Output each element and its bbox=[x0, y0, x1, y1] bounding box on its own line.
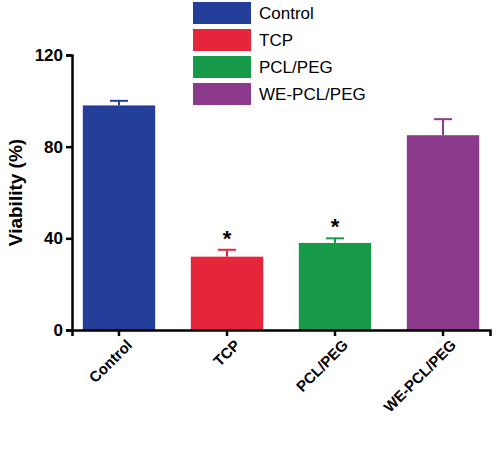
error-bar bbox=[218, 250, 236, 257]
legend-label: PCL/PEG bbox=[259, 58, 333, 77]
bar bbox=[191, 257, 263, 330]
y-tick-label: 120 bbox=[35, 46, 63, 65]
x-tick-label: PCL/PEG bbox=[293, 336, 352, 395]
error-cap bbox=[434, 118, 452, 120]
y-axis: 0 40 80 120 bbox=[35, 46, 73, 340]
legend-label: WE-PCL/PEG bbox=[259, 85, 366, 104]
bar bbox=[83, 105, 155, 330]
legend-label: TCP bbox=[259, 31, 293, 50]
significance-mark: * bbox=[331, 214, 340, 239]
error-stem bbox=[442, 119, 444, 135]
legend-item: Control bbox=[193, 2, 314, 24]
x-axis: Control TCP PCL/PEG WE-PCL/PEG bbox=[73, 330, 491, 415]
legend-swatch bbox=[193, 2, 251, 24]
x-tick-label: WE-PCL/PEG bbox=[380, 336, 459, 415]
y-tick-label: 80 bbox=[44, 138, 63, 157]
y-tick: 120 bbox=[35, 46, 72, 65]
y-tick: 0 bbox=[54, 321, 72, 340]
x-tick-mark bbox=[118, 330, 121, 336]
x-tick-mark bbox=[226, 330, 229, 336]
legend-item: PCL/PEG bbox=[193, 56, 333, 78]
x-tick: WE-PCL/PEG bbox=[380, 330, 459, 415]
x-tick: PCL/PEG bbox=[293, 330, 352, 395]
y-tick-mark bbox=[66, 238, 72, 241]
y-axis-title: Viability (%) bbox=[5, 139, 26, 246]
significance-mark: * bbox=[223, 226, 232, 251]
y-axis-line bbox=[66, 56, 73, 331]
y-tick: 40 bbox=[44, 229, 72, 248]
y-tick-label: 40 bbox=[44, 229, 63, 248]
x-tick: Control bbox=[85, 330, 135, 386]
bar bbox=[407, 135, 479, 330]
bars bbox=[83, 101, 479, 330]
y-tick: 80 bbox=[44, 138, 72, 157]
error-bar bbox=[110, 101, 128, 106]
x-tick-mark bbox=[334, 330, 337, 336]
legend-item: WE-PCL/PEG bbox=[193, 83, 366, 105]
annotations: ** bbox=[223, 214, 340, 250]
y-tick-mark bbox=[66, 329, 72, 332]
x-axis-line bbox=[73, 331, 491, 337]
legend-item: TCP bbox=[193, 29, 293, 51]
legend: Control TCP PCL/PEG WE-PCL/PEG bbox=[193, 2, 366, 105]
chart: **04080120ControlTCPPCL/PEGWE-PCL/PEGVia… bbox=[0, 0, 500, 452]
y-tick-mark bbox=[66, 146, 72, 149]
legend-swatch bbox=[193, 83, 251, 105]
error-bar bbox=[434, 119, 452, 135]
legend-swatch bbox=[193, 29, 251, 51]
bar bbox=[299, 243, 371, 330]
y-tick-mark bbox=[66, 54, 72, 57]
legend-label: Control bbox=[259, 4, 314, 23]
x-tick-mark bbox=[442, 330, 445, 336]
x-tick: TCP bbox=[210, 330, 243, 369]
x-tick-label: Control bbox=[85, 336, 135, 386]
error-cap bbox=[110, 100, 128, 102]
error-stem bbox=[226, 250, 228, 257]
y-tick-label: 0 bbox=[54, 321, 63, 340]
legend-swatch bbox=[193, 56, 251, 78]
x-tick-label: TCP bbox=[210, 336, 243, 369]
